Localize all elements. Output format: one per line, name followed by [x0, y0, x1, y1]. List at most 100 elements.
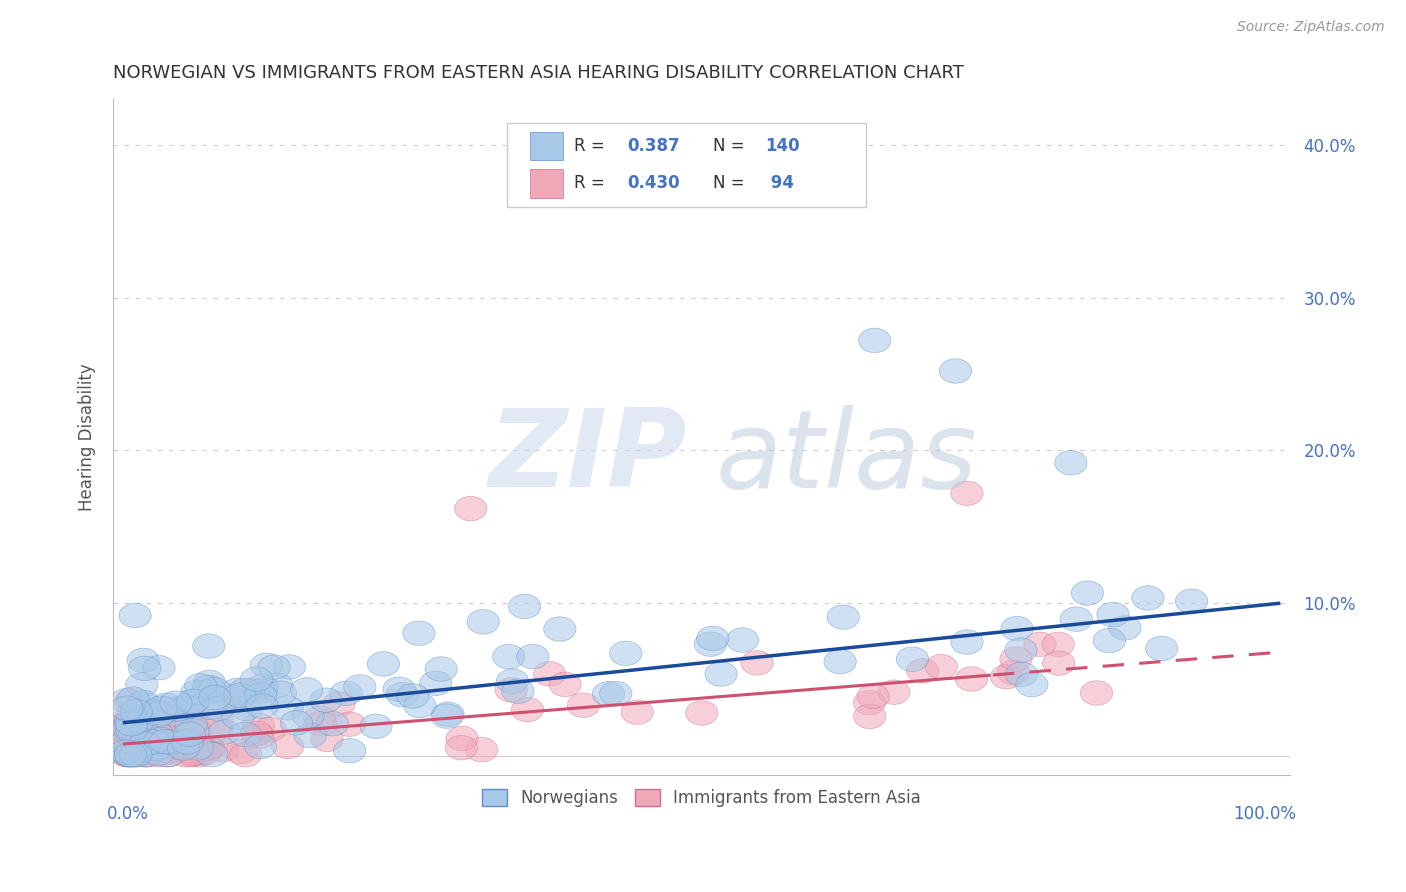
Ellipse shape: [129, 731, 162, 756]
Ellipse shape: [1071, 581, 1104, 606]
Ellipse shape: [129, 730, 162, 755]
Ellipse shape: [177, 690, 209, 714]
Ellipse shape: [305, 712, 337, 736]
FancyBboxPatch shape: [508, 122, 866, 207]
Ellipse shape: [208, 720, 240, 744]
Ellipse shape: [271, 734, 304, 758]
Ellipse shape: [990, 665, 1022, 689]
Ellipse shape: [430, 704, 463, 729]
Ellipse shape: [896, 647, 928, 672]
Ellipse shape: [110, 689, 142, 713]
Ellipse shape: [128, 657, 160, 681]
Ellipse shape: [245, 683, 277, 707]
Ellipse shape: [1109, 615, 1142, 640]
Ellipse shape: [877, 680, 910, 705]
Ellipse shape: [1001, 616, 1033, 640]
Ellipse shape: [467, 609, 499, 634]
Ellipse shape: [111, 738, 143, 763]
Ellipse shape: [112, 742, 145, 767]
Ellipse shape: [143, 742, 176, 767]
Ellipse shape: [145, 727, 177, 752]
Ellipse shape: [110, 725, 142, 749]
Ellipse shape: [131, 742, 163, 767]
Ellipse shape: [110, 742, 142, 767]
Ellipse shape: [704, 662, 737, 686]
Ellipse shape: [240, 721, 273, 746]
Text: 100.0%: 100.0%: [1233, 805, 1296, 823]
Ellipse shape: [592, 681, 624, 706]
Ellipse shape: [1092, 628, 1125, 653]
Ellipse shape: [156, 711, 188, 735]
Ellipse shape: [135, 726, 167, 750]
Ellipse shape: [110, 713, 142, 737]
Text: N =: N =: [713, 137, 751, 155]
Ellipse shape: [454, 496, 486, 521]
Text: N =: N =: [713, 175, 751, 193]
Ellipse shape: [145, 696, 177, 721]
Ellipse shape: [169, 742, 201, 767]
Ellipse shape: [180, 731, 212, 756]
Ellipse shape: [122, 708, 155, 733]
Y-axis label: Hearing Disability: Hearing Disability: [79, 363, 96, 510]
Ellipse shape: [446, 736, 478, 760]
Ellipse shape: [215, 685, 247, 709]
Ellipse shape: [859, 328, 891, 352]
Ellipse shape: [184, 673, 217, 698]
Ellipse shape: [264, 681, 297, 706]
Ellipse shape: [142, 741, 174, 765]
Ellipse shape: [195, 742, 228, 767]
Ellipse shape: [149, 697, 181, 722]
Text: R =: R =: [575, 175, 610, 193]
Ellipse shape: [955, 666, 987, 691]
Ellipse shape: [200, 718, 232, 742]
Ellipse shape: [222, 705, 254, 730]
Text: Source: ZipAtlas.com: Source: ZipAtlas.com: [1237, 20, 1385, 34]
Ellipse shape: [229, 742, 262, 767]
Ellipse shape: [142, 734, 174, 758]
Ellipse shape: [292, 704, 325, 728]
Text: NORWEGIAN VS IMMIGRANTS FROM EASTERN ASIA HEARING DISABILITY CORRELATION CHART: NORWEGIAN VS IMMIGRANTS FROM EASTERN ASI…: [112, 64, 963, 82]
Ellipse shape: [153, 731, 186, 755]
Ellipse shape: [610, 641, 643, 665]
Ellipse shape: [121, 742, 153, 767]
Ellipse shape: [172, 730, 204, 754]
Ellipse shape: [496, 669, 529, 693]
Ellipse shape: [1024, 632, 1056, 657]
Ellipse shape: [193, 670, 225, 695]
Ellipse shape: [148, 724, 180, 748]
Ellipse shape: [131, 742, 163, 766]
Ellipse shape: [141, 736, 173, 761]
Ellipse shape: [149, 730, 181, 754]
Ellipse shape: [150, 693, 183, 717]
Ellipse shape: [198, 685, 231, 710]
Ellipse shape: [221, 686, 253, 710]
Ellipse shape: [246, 694, 278, 718]
Ellipse shape: [114, 731, 146, 756]
Ellipse shape: [167, 697, 200, 721]
Ellipse shape: [246, 674, 278, 699]
Ellipse shape: [114, 742, 146, 767]
Ellipse shape: [181, 736, 214, 760]
Ellipse shape: [112, 716, 145, 741]
Ellipse shape: [183, 742, 215, 767]
Ellipse shape: [136, 699, 169, 724]
Ellipse shape: [191, 680, 224, 704]
Ellipse shape: [1000, 647, 1032, 672]
Text: 0.387: 0.387: [627, 137, 681, 155]
Ellipse shape: [122, 707, 155, 731]
FancyBboxPatch shape: [530, 132, 562, 161]
Ellipse shape: [333, 712, 366, 737]
Ellipse shape: [139, 728, 172, 752]
Ellipse shape: [621, 700, 654, 724]
Ellipse shape: [111, 696, 143, 721]
Ellipse shape: [176, 697, 208, 722]
Ellipse shape: [343, 674, 375, 699]
Ellipse shape: [114, 722, 146, 746]
Ellipse shape: [167, 736, 200, 760]
Ellipse shape: [179, 740, 211, 765]
Ellipse shape: [404, 693, 436, 718]
Text: R =: R =: [575, 137, 610, 155]
Ellipse shape: [402, 621, 434, 646]
Ellipse shape: [177, 741, 209, 766]
Ellipse shape: [1132, 586, 1164, 610]
